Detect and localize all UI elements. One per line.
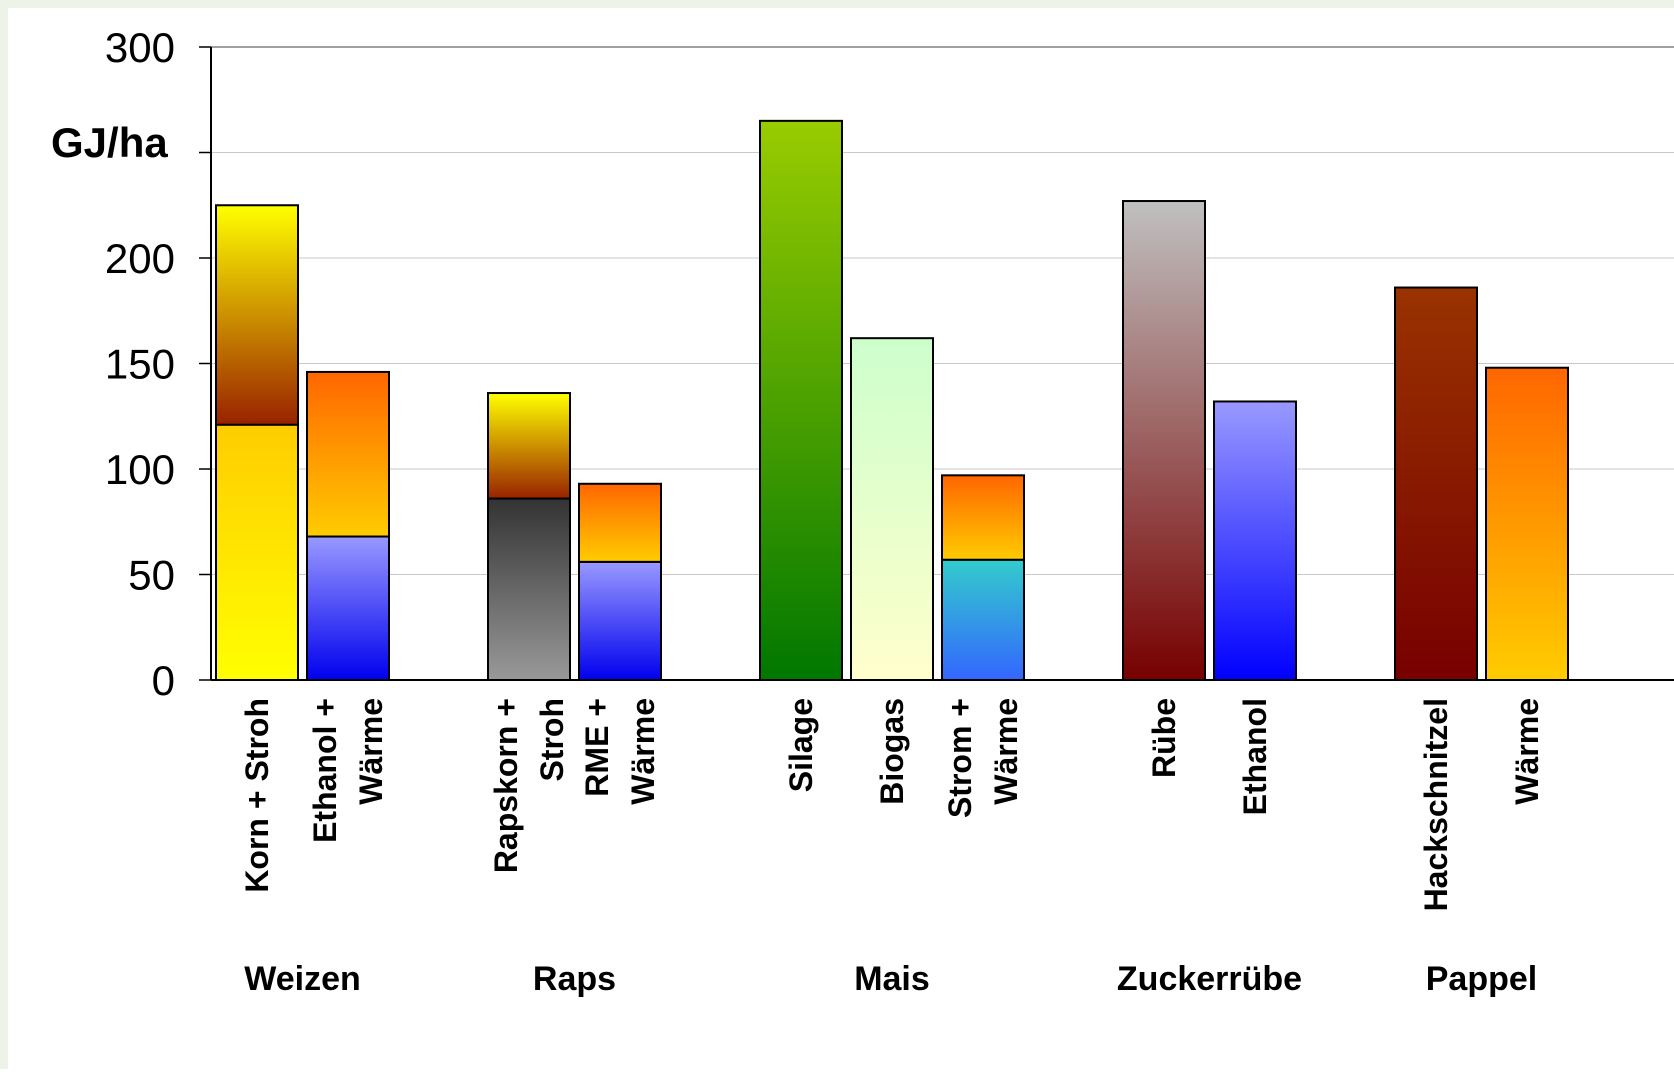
bar-segment [215,423,299,681]
x-tick-label-line: Ethanol [1237,698,1273,815]
bar-segment [487,497,571,682]
chart-canvas: 0 50 100 150 200 300 GJ/ha Korn + Stroh Ethano… [8,8,1674,1069]
x-tick-label-line: Ethanol + [307,698,343,843]
x-tick-label-line: Korn + Stroh [239,698,275,893]
x-tick-label: RME + Wärme [579,698,661,805]
bar-segment [850,337,934,681]
bar-segment [306,370,390,538]
x-tick-label: Strom + Wärme [942,698,1024,818]
x-tick-label: Ethanol + Wärme [307,698,389,843]
bar-segment [759,119,843,682]
x-tick-label: Silage [783,698,819,792]
x-tick-label-line: Stroh [534,698,570,782]
y-tick-label: 50 [128,552,175,599]
x-tick-label-line: Wärme [625,698,661,805]
x-tick-label: Rübe [1146,698,1182,778]
bar-segment [1485,366,1569,681]
bar-segment [941,474,1025,561]
bar-segment [1122,200,1206,681]
bar-segment [941,558,1025,681]
x-tick-label: Rapskorn + Stroh [488,698,570,873]
axes [199,46,1674,681]
bar-segment [215,204,299,426]
x-tick-label-line: Strom + [942,698,978,818]
x-tick-label-line: Silage [783,698,819,792]
x-tick-label-line: Wärme [988,698,1024,805]
x-tick-labels: Korn + Stroh Ethanol + Wärme Rapskorn + Stro… [239,698,1545,911]
x-tick-label-line: Wärme [1509,698,1545,805]
y-tick-label: 0 [152,657,175,704]
y-axis-label: GJ/ha [51,119,168,166]
bars [215,119,1569,682]
y-tick-label: 150 [105,341,175,388]
x-tick-label-line: Rapskorn + [488,698,524,873]
x-tick-label-line: Rübe [1146,698,1182,778]
x-tick-label: Korn + Stroh [239,698,275,893]
bar-segment [1394,286,1478,681]
x-tick-label-line: Wärme [353,698,389,805]
group-label: Mais [854,960,930,998]
bar-segment [1213,400,1297,681]
x-tick-label-line: Biogas [874,698,910,805]
bar-segment [578,560,662,682]
x-tick-label: Wärme [1509,698,1545,805]
bar-segment [306,535,390,682]
group-labels: Weizen Raps Mais Zuckerrübe Pappel [244,960,1537,998]
group-label: Weizen [244,960,361,998]
x-tick-label: Hackschnitzel [1418,698,1454,911]
x-tick-label: Biogas [874,698,910,805]
x-tick-label-line: Hackschnitzel [1418,698,1454,911]
group-label: Raps [533,960,616,998]
y-tick-label: 200 [105,235,175,282]
bar-chart: 0 50 100 150 200 300 GJ/ha Korn + Stroh Ethano… [51,24,1674,998]
x-tick-label: Ethanol [1237,698,1273,815]
y-tick-label: 300 [105,24,175,71]
group-label: Zuckerrübe [1117,960,1302,998]
bar-segment [578,482,662,563]
y-tick-label: 100 [105,446,175,493]
bar-segment [487,392,571,500]
group-label: Pappel [1426,960,1537,998]
y-tick-labels: 0 50 100 150 200 300 [105,24,175,704]
x-tick-label-line: RME + [579,698,615,797]
